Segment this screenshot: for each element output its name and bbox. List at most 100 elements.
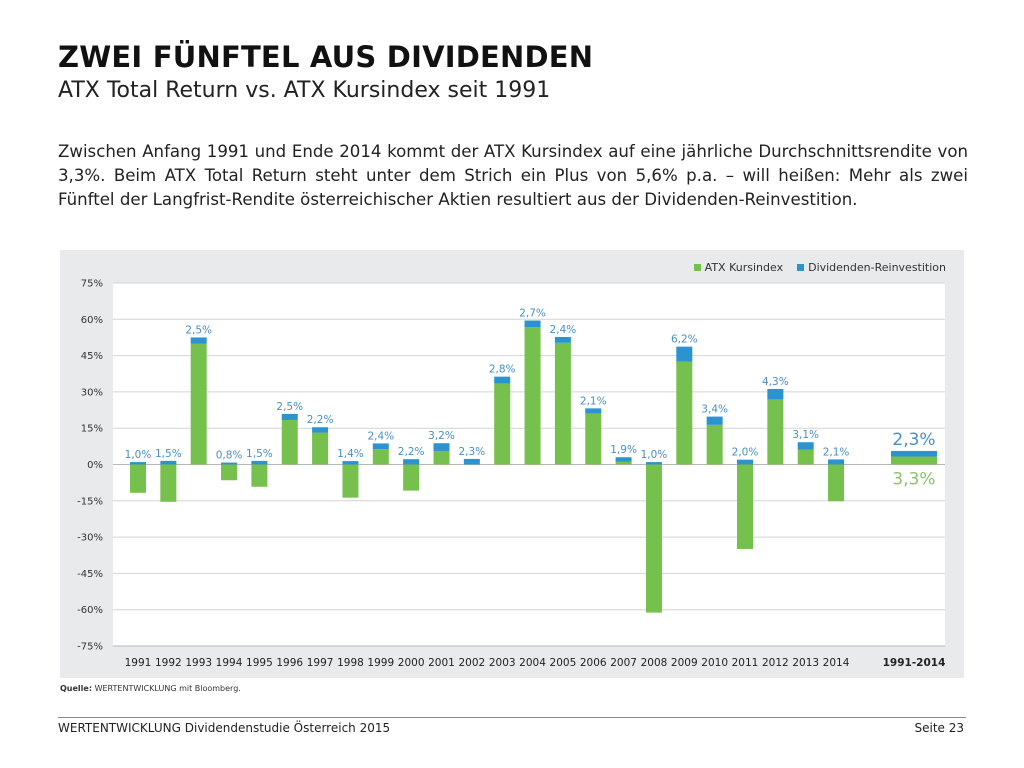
legend-label-dividenden: Dividenden-Reinvestition: [808, 261, 946, 274]
data-label-dividenden: 4,3%: [762, 376, 789, 388]
bar-dividenden: [554, 336, 571, 343]
bar-dividenden: [737, 459, 753, 465]
data-label-dividenden: 2,2%: [307, 414, 334, 426]
bar-kursindex: [676, 361, 693, 465]
data-label-dividenden: 1,0%: [641, 449, 668, 461]
bar-dividenden: [190, 337, 207, 344]
x-tick-label: 2010: [701, 657, 728, 669]
bar-dividenden: [403, 459, 420, 465]
bar-kursindex: [190, 343, 207, 465]
data-label-dividenden: 2,7%: [519, 308, 546, 320]
data-label-dividenden: 3,2%: [428, 430, 455, 442]
x-tick-label: 2008: [641, 657, 668, 669]
y-tick-label: 0%: [87, 460, 103, 471]
data-label-dividenden: 2,5%: [276, 401, 303, 413]
data-label-dividenden: 0,8%: [216, 450, 243, 462]
x-tick-label: 2009: [671, 657, 698, 669]
x-tick-label: 2001: [428, 657, 455, 669]
source-prefix: Quelle:: [60, 684, 93, 693]
bar-dividenden: [281, 413, 298, 420]
bar-dividenden: [828, 459, 845, 465]
bar-kursindex: [585, 413, 602, 465]
bar-kursindex: [372, 449, 389, 465]
data-label-dividenden: 2,8%: [489, 364, 516, 376]
data-label-dividenden: 3,4%: [701, 404, 728, 416]
bars: [130, 320, 937, 613]
intro-paragraph: Zwischen Anfang 1991 und Ende 2014 kommt…: [58, 142, 968, 209]
data-label-dividenden: 1,5%: [155, 448, 182, 460]
y-tick-label: -15%: [77, 496, 103, 507]
x-tick-label: 1995: [246, 657, 273, 669]
data-label-dividenden: 2,1%: [580, 395, 607, 407]
x-tick-label: 2012: [762, 657, 789, 669]
bar-kursindex: [433, 450, 450, 465]
bar-kursindex: [645, 464, 662, 613]
legend-swatch-dividenden: [797, 264, 805, 271]
bar-kursindex: [706, 424, 723, 465]
bar-dividenden: [676, 346, 693, 362]
x-axis-labels: 1991 1992 1993 1994 1995 1996 1997 1998 1999 2000…: [125, 657, 946, 669]
data-label-dividenden: 3,1%: [792, 429, 819, 441]
x-tick-label: 2013: [792, 657, 819, 669]
footer-publication: WERTENTWICKLUNG Dividendenstudie Österre…: [58, 721, 391, 735]
bar-dividenden: [706, 416, 723, 425]
summary-label-dividenden: 2,3%: [892, 430, 935, 450]
x-tick-label: 2005: [550, 657, 577, 669]
x-tick-label: 2000: [398, 657, 425, 669]
x-tick-label: 1998: [337, 657, 364, 669]
bar-kursindex: [554, 342, 571, 465]
bar-kursindex: [737, 464, 753, 549]
data-label-dividenden: 1,4%: [337, 448, 364, 460]
data-label-dividenden: 2,4%: [550, 324, 577, 336]
y-tick-label: 30%: [81, 387, 103, 398]
bar-kursindex: [160, 464, 177, 502]
bar-kursindex: [494, 383, 511, 465]
data-label-dividenden: 1,9%: [610, 444, 637, 456]
legend-item-dividenden: Dividenden-Reinvestition: [797, 261, 946, 274]
page-title: ZWEI FÜNFTEL AUS DIVIDENDEN: [58, 40, 594, 74]
bar-dividenden: [251, 460, 268, 465]
y-tick-label: -45%: [77, 569, 103, 580]
legend-swatch-kursindex: [693, 264, 701, 271]
bar-dividenden: [615, 457, 632, 462]
source-text: WERTENTWICKLUNG mit Bloomberg.: [92, 684, 241, 693]
bar-kursindex: [615, 461, 632, 465]
bar-dividenden: [767, 388, 784, 400]
data-label-dividenden: 6,2%: [671, 334, 698, 346]
bar-dividenden: [160, 460, 177, 465]
bar-kursindex: [130, 464, 146, 493]
y-tick-label: -30%: [77, 533, 103, 544]
bar-kursindex: [221, 464, 238, 481]
bar-dividenden: [494, 376, 511, 384]
bar-kursindex: [797, 449, 814, 465]
bar-kursindex: [312, 432, 329, 465]
x-tick-label: 2002: [458, 657, 485, 669]
bar-kursindex: [767, 399, 784, 465]
x-tick-label-summary: 1991-2014: [883, 657, 946, 669]
data-label-dividenden: 2,5%: [185, 324, 212, 336]
bar-kursindex: [342, 464, 359, 498]
bar-kursindex: [281, 419, 298, 465]
y-tick-label: 15%: [81, 424, 103, 435]
x-tick-label: 1992: [155, 657, 182, 669]
y-tick-label: -75%: [77, 642, 103, 653]
bar-dividenden: [342, 461, 359, 465]
legend-label-kursindex: ATX Kursindex: [704, 261, 784, 274]
x-tick-label: 1993: [185, 657, 212, 669]
bar-dividenden: [312, 427, 329, 433]
bar-summary-dividenden: [891, 450, 937, 457]
x-tick-label: 1996: [276, 657, 303, 669]
data-label-dividenden: 1,5%: [246, 448, 273, 460]
data-label-dividenden: 2,2%: [398, 446, 425, 458]
footer-divider: [58, 717, 966, 718]
source-note: Quelle: WERTENTWICKLUNG mit Bloomberg.: [60, 684, 241, 693]
x-tick-label: 2007: [610, 657, 637, 669]
bar-kursindex: [828, 464, 845, 502]
data-label-dividenden: 2,4%: [367, 430, 394, 442]
x-tick-label: 1997: [307, 657, 334, 669]
bar-dividenden: [645, 462, 662, 465]
y-tick-label: 60%: [81, 315, 103, 326]
page-subtitle: ATX Total Return vs. ATX Kursindex seit …: [58, 78, 551, 103]
x-tick-label: 2014: [823, 657, 850, 669]
bar-kursindex: [524, 327, 541, 465]
